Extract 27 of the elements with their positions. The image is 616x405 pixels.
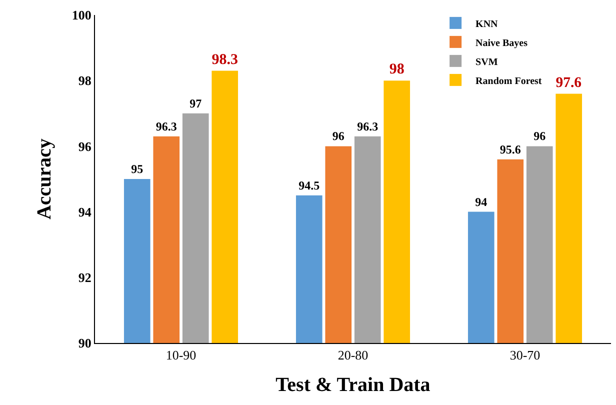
- data-label: 96: [534, 129, 546, 144]
- data-label: 98: [389, 62, 404, 78]
- legend-label: Random Forest: [476, 76, 542, 87]
- legend-label: SVM: [476, 56, 498, 68]
- data-label: 96.3: [357, 119, 378, 134]
- data-label: 94: [475, 194, 488, 209]
- data-label: 94.5: [298, 178, 320, 192]
- y-tick-label: 94: [78, 204, 92, 220]
- x-tick-label: 30-70: [510, 348, 540, 363]
- x-tick-label: 20-80: [338, 348, 368, 363]
- y-tick-label: 92: [78, 270, 92, 285]
- legend-label: Naive Bayes: [476, 38, 528, 49]
- y-tick-label: 90: [78, 336, 92, 351]
- y-tick-label: 96: [78, 138, 92, 154]
- data-label: 96.3: [156, 119, 177, 134]
- data-label: 98.3: [212, 52, 238, 68]
- data-label: 95: [131, 162, 144, 176]
- data-label: 96: [332, 129, 344, 144]
- data-label: 97: [190, 96, 202, 110]
- x-tick-label: 10-90: [166, 348, 196, 363]
- data-label: 97.6: [556, 74, 582, 91]
- y-tick-label: 100: [72, 8, 92, 23]
- y-tick-label: 98: [78, 73, 92, 88]
- legend-label: KNN: [476, 18, 499, 30]
- data-label: 95.6: [500, 142, 521, 156]
- x-axis-title: Test & Train Data: [276, 374, 430, 396]
- y-axis-title: Accuracy: [33, 138, 56, 220]
